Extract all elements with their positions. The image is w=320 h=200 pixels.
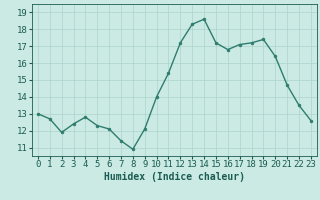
X-axis label: Humidex (Indice chaleur): Humidex (Indice chaleur) [104,172,245,182]
